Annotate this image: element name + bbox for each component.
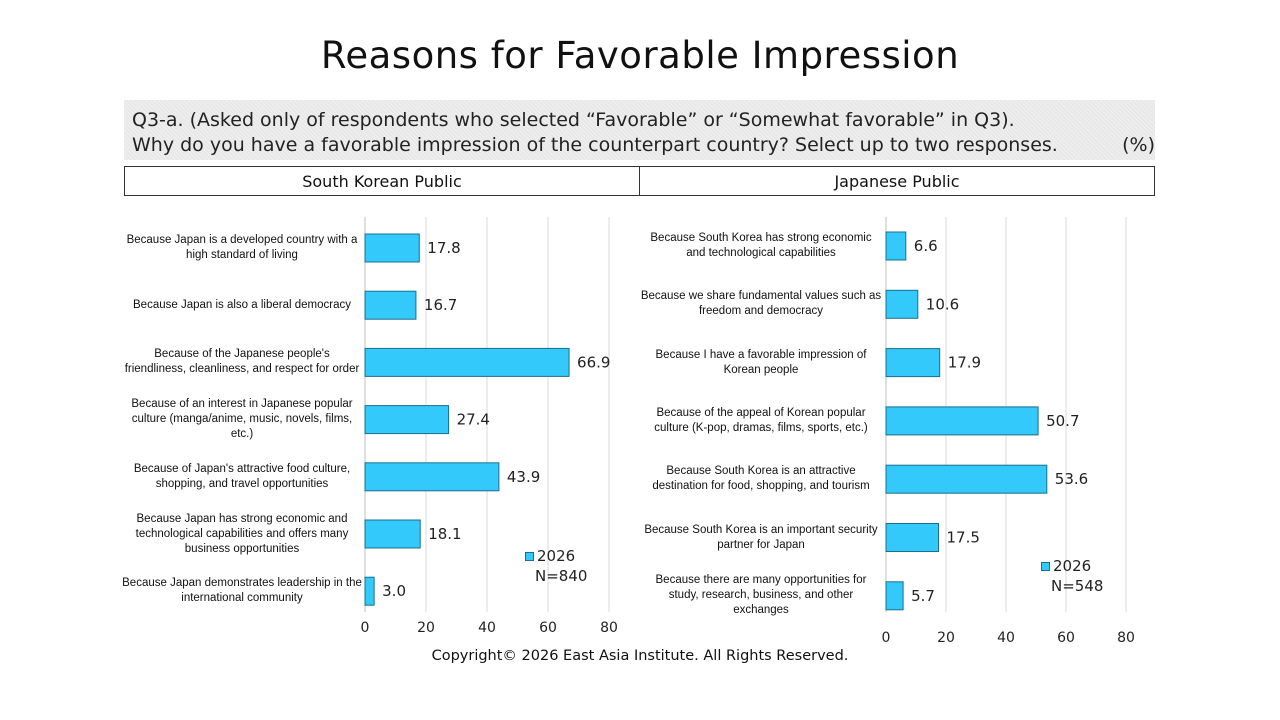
question-line-1: Q3-a. (Asked only of respondents who sel… bbox=[132, 109, 1015, 131]
bar bbox=[364, 347, 570, 377]
bar-value-label: 16.7 bbox=[424, 296, 457, 314]
legend-series-name: 2026 bbox=[537, 547, 576, 565]
bar bbox=[885, 464, 1048, 494]
copyright-notice: Copyright© 2026 East Asia Institute. All… bbox=[431, 648, 849, 664]
bar-value-label: 3.0 bbox=[382, 582, 406, 600]
bar bbox=[885, 348, 941, 378]
bar-value-label: 53.6 bbox=[1055, 470, 1088, 488]
bar bbox=[364, 462, 500, 492]
bar bbox=[885, 231, 907, 261]
x-tick-label: 40 bbox=[478, 620, 496, 636]
bar bbox=[364, 519, 421, 549]
category-label: Because we share fundamental values such… bbox=[640, 290, 882, 318]
bar-value-label: 6.6 bbox=[914, 237, 938, 255]
bar-value-label: 18.1 bbox=[428, 525, 461, 543]
unit-label: (%) bbox=[1122, 134, 1155, 156]
category-label: Because Japan has strong economic and te… bbox=[135, 512, 349, 555]
category-label: Because South Korea has strong economic … bbox=[650, 232, 872, 259]
legend: 2026 N=548 bbox=[1041, 556, 1103, 596]
bar bbox=[885, 406, 1039, 436]
bar-value-label: 5.7 bbox=[911, 587, 935, 605]
category-label: Because Japan demonstrates leadership in… bbox=[122, 577, 362, 605]
legend: 2026 N=840 bbox=[525, 546, 587, 586]
legend-sample-size: N=840 bbox=[535, 567, 588, 585]
bar-value-label: 43.9 bbox=[507, 468, 540, 486]
header-row: South Korean Public Japanese Public bbox=[124, 166, 1155, 196]
bar bbox=[364, 576, 375, 606]
bar-value-label: 66.9 bbox=[577, 353, 610, 371]
bar-value-label: 10.6 bbox=[926, 295, 959, 313]
bar bbox=[364, 233, 420, 263]
x-tick-label: 80 bbox=[1117, 630, 1135, 646]
category-label: Because Japan is also a liberal democrac… bbox=[133, 298, 351, 311]
bar bbox=[885, 523, 939, 552]
x-tick-label: 60 bbox=[539, 620, 557, 636]
category-label: Because I have a favorable impression of… bbox=[655, 348, 867, 376]
bar bbox=[885, 581, 904, 611]
question-box: Q3-a. (Asked only of respondents who sel… bbox=[124, 100, 1155, 160]
bar-value-label: 17.9 bbox=[948, 354, 981, 372]
page-title: Reasons for Favorable Impression bbox=[320, 34, 960, 77]
question-line-2: Why do you have a favorable impression o… bbox=[132, 134, 1058, 156]
category-label: Because of the appeal of Korean popular … bbox=[654, 406, 868, 434]
legend-swatch bbox=[1041, 562, 1050, 571]
bar bbox=[885, 289, 919, 319]
bar bbox=[364, 405, 450, 435]
header-south-korean-public: South Korean Public bbox=[302, 171, 462, 191]
x-tick-label: 60 bbox=[1057, 630, 1075, 646]
category-label: Because of the Japanese people's friendl… bbox=[124, 348, 360, 376]
x-tick-label: 80 bbox=[600, 620, 618, 636]
x-tick-label: 20 bbox=[417, 620, 435, 636]
legend-series-name: 2026 bbox=[1053, 557, 1092, 575]
legend-sample-size: N=548 bbox=[1051, 577, 1104, 595]
x-tick-label: 40 bbox=[997, 630, 1015, 646]
bar-value-label: 17.8 bbox=[427, 239, 460, 257]
category-label: Because South Korea is an important secu… bbox=[644, 523, 878, 551]
bar-value-label: 27.4 bbox=[457, 411, 490, 429]
bar bbox=[364, 290, 417, 320]
bar-value-label: 50.7 bbox=[1046, 412, 1079, 430]
x-tick-label: 0 bbox=[882, 630, 891, 646]
bar-value-label: 17.5 bbox=[947, 529, 980, 547]
x-tick-label: 20 bbox=[937, 630, 955, 646]
category-label: Because of an interest in Japanese popul… bbox=[131, 398, 353, 441]
legend-swatch bbox=[525, 552, 534, 561]
category-label: Because Japan is a developed country wit… bbox=[126, 234, 358, 261]
category-label: Because there are many opportunities for… bbox=[655, 574, 867, 617]
header-japanese-public: Japanese Public bbox=[639, 167, 1154, 195]
x-tick-label: 0 bbox=[361, 620, 370, 636]
category-label: Because of Japan's attractive food cultu… bbox=[133, 462, 351, 490]
category-label: Because South Korea is an attractive des… bbox=[652, 465, 870, 493]
